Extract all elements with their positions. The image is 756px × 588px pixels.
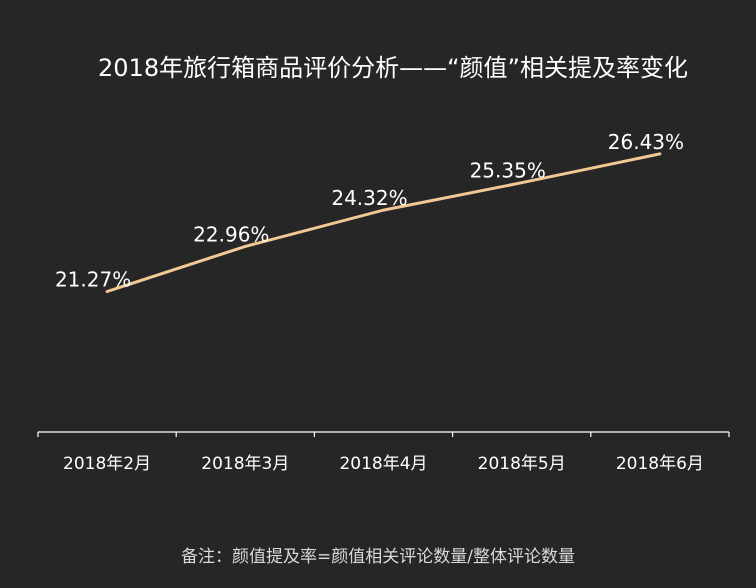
x-tick-label: 2018年4月 [339, 454, 427, 474]
x-tick-label: 2018年5月 [478, 454, 566, 474]
chart-title: 2018年旅行箱商品评价分析——“颜值”相关提及率变化 [98, 54, 688, 82]
x-axis [37, 431, 730, 437]
x-tick-label: 2018年3月 [201, 454, 289, 474]
data-label: 22.96% [193, 222, 269, 246]
series-line [105, 152, 662, 293]
footnote: 备注：颜值提及率=颜值相关评论数量/整体评论数量 [181, 547, 575, 567]
series-layer [105, 152, 662, 293]
x-tick-label-layer: 2018年2月 2018年3月 2018年4月 2018年5月 2018年6月 [63, 454, 704, 474]
x-tick-label: 2018年2月 [63, 454, 151, 474]
line-chart: 21.27%22.96%24.32%25.35%26.43% 2018年2月 20… [37, 130, 730, 474]
data-label: 26.43% [608, 130, 684, 154]
data-label: 24.32% [331, 186, 407, 210]
data-label-layer: 21.27% 22.96% 24.32% 25.35% 26.43% [55, 130, 684, 292]
data-label: 25.35% [470, 159, 546, 183]
x-tick-label: 2018年6月 [616, 454, 704, 474]
data-label: 21.27% [55, 267, 131, 291]
